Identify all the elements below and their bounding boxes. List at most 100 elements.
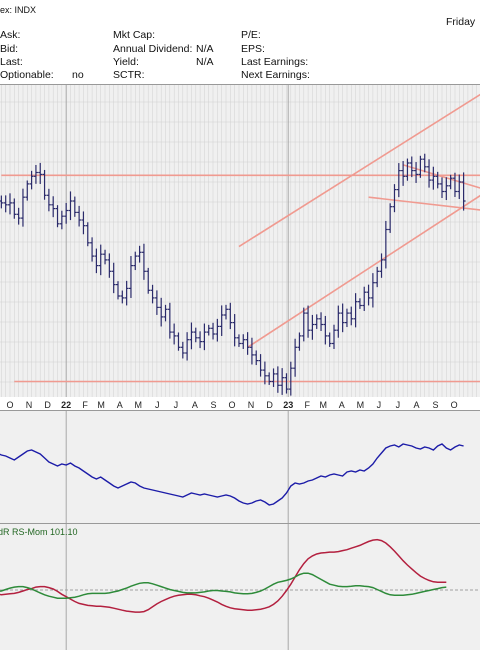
x-tick-label: M [357,400,365,410]
price-bar [29,170,34,190]
price-bar [388,203,393,233]
price-bar [245,332,250,355]
price-bar [167,302,172,339]
price-bar [137,245,142,263]
price-bar [3,195,8,213]
rs-ratio-line [0,538,447,613]
price-bar [262,361,267,385]
price-bar [16,207,21,225]
price-bar [90,237,95,262]
price-bar [98,244,103,276]
price-bar [414,162,419,183]
price-bar [51,196,56,218]
price-bar [68,191,73,221]
x-tick-label: S [433,400,439,410]
price-bar [383,220,388,269]
price-bar [418,155,423,178]
price-bar [77,205,82,227]
price-bar [427,159,432,188]
price-bar [314,314,319,329]
price-bar [258,354,263,377]
price-bar [206,324,211,336]
x-axis-strip [0,397,480,410]
price-bar [297,332,302,351]
optionable-label: Optionable: [0,69,54,81]
price-bar [323,315,328,345]
price-bar [288,361,293,396]
price-bar [38,162,43,184]
x-tick-label: J [174,400,179,410]
sctr-label: SCTR: [113,69,145,81]
price-bar [370,273,375,308]
pe-label: P/E: [241,29,261,41]
yield-label: Yield: [113,56,139,68]
x-tick-label: S [210,400,216,410]
price-bar [85,222,90,247]
price-bar [0,195,4,209]
x-tick-label: M [319,400,327,410]
price-bar [198,331,203,349]
price-bar [64,202,69,224]
price-bar [202,323,207,351]
price-bar [176,332,181,351]
price-bar [141,243,146,280]
price-bar [154,290,159,315]
bid-label: Bid: [0,43,19,55]
price-bar [215,318,220,342]
price-bar [366,284,371,306]
trend-line-channel-lower [247,194,480,348]
price-bar [116,281,120,300]
price-bar [228,302,233,330]
price-bar [163,304,168,322]
price-bar [219,305,224,336]
price-bar [185,332,190,361]
price-bar [124,280,129,306]
price-bar [353,293,358,328]
price-bar [327,332,332,347]
price-bar [159,297,164,327]
yield-value: N/A [196,56,214,68]
price-bar [94,248,99,274]
price-bar [375,266,380,288]
price-bar [46,188,51,212]
price-bar [146,267,151,294]
x-tick-label: O [229,400,236,410]
price-bar [42,169,47,200]
price-bar [284,373,289,394]
price-bar [72,196,77,217]
trend-line-flag-lower [368,196,480,211]
price-bar [440,177,444,198]
price-bar [405,158,410,181]
price-bar [120,290,125,304]
gridlines [0,85,480,650]
price-bar [20,188,25,227]
price-bar [180,341,185,359]
price-bar [111,262,116,294]
relative-strength-line [0,443,464,506]
price-bar [401,161,406,186]
next-earnings-label: Next Earnings: [241,69,310,81]
price-bar [431,166,436,190]
price-bar [254,350,259,366]
x-tick-label: A [414,400,420,410]
price-bar [444,177,449,201]
price-bar [362,286,367,311]
annual-dividend-value: N/A [196,43,214,55]
price-panel [0,84,480,397]
price-bar [409,156,414,178]
x-tick-label: N [248,400,255,410]
x-tick-label: A [192,400,198,410]
x-tick-label: J [377,400,382,410]
price-bar [103,249,108,265]
price-bar [133,251,138,271]
x-tick-label: J [155,400,160,410]
mkt-cap-label: Mkt Cap: [113,29,156,41]
last-earnings-label: Last Earnings: [241,56,309,68]
price-bar [107,253,112,278]
price-bar [267,372,272,385]
day-label: Friday [446,16,476,28]
x-tick-label: D [266,400,273,410]
price-bar [12,198,17,219]
price-bar [275,366,280,393]
